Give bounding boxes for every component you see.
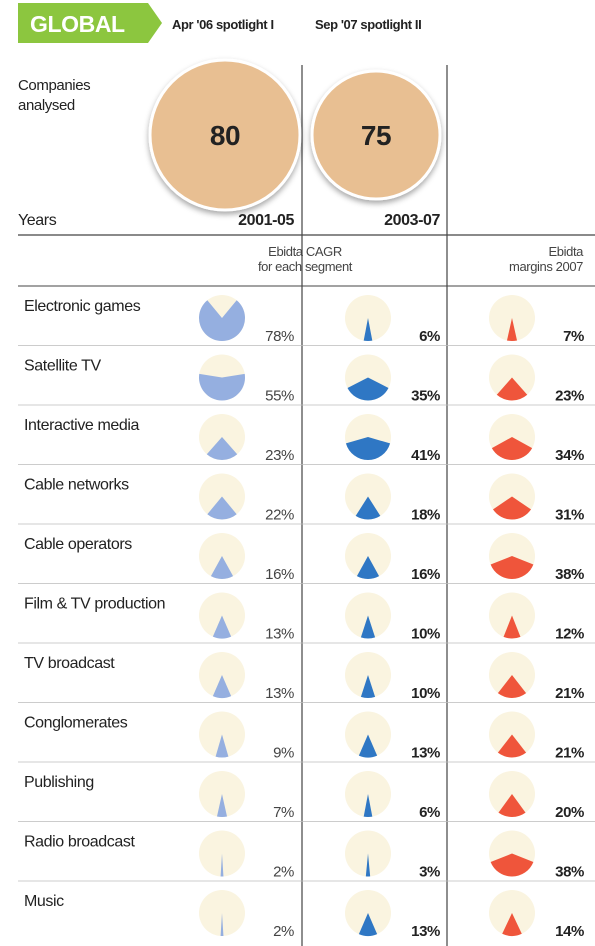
wedge xyxy=(358,913,378,936)
value-label: 13% xyxy=(411,745,440,762)
value-label: 22% xyxy=(265,507,294,524)
value-label: 7% xyxy=(273,804,294,821)
wedge xyxy=(497,734,527,758)
wedge xyxy=(492,496,532,520)
wedge xyxy=(215,734,229,758)
value-label: 38% xyxy=(555,864,584,881)
value-label: 23% xyxy=(555,388,584,405)
value-label: 12% xyxy=(555,626,584,643)
wedge xyxy=(220,913,224,937)
value-label: 14% xyxy=(555,923,584,940)
wedge xyxy=(503,615,521,639)
segment: Film & TV production xyxy=(24,596,165,613)
wedge xyxy=(490,556,534,580)
wedge xyxy=(207,496,237,520)
value-label: 21% xyxy=(555,685,584,702)
value-label: 2% xyxy=(273,864,294,881)
value-label: 10% xyxy=(411,626,440,643)
wedge xyxy=(206,437,238,461)
wedge xyxy=(506,318,518,341)
segment: Cable operators xyxy=(24,536,132,553)
value-label: 23% xyxy=(265,447,294,464)
value-label: 31% xyxy=(555,507,584,524)
wedge xyxy=(198,373,245,401)
value-label: 16% xyxy=(265,566,294,583)
value-label: 18% xyxy=(411,507,440,524)
badge-bg xyxy=(18,3,162,43)
column-head: Sep '07 spotlight II xyxy=(315,17,421,32)
years: 2003-07 xyxy=(384,212,440,229)
wedge xyxy=(358,734,378,758)
value-label: 3% xyxy=(419,864,440,881)
value-label: 13% xyxy=(411,923,440,940)
value-label: 13% xyxy=(265,685,294,702)
wedge xyxy=(491,437,533,460)
wedge xyxy=(360,675,376,699)
value-label: 16% xyxy=(411,566,440,583)
years: 2001-05 xyxy=(238,212,294,229)
value-label: 78% xyxy=(265,328,294,345)
wedge xyxy=(363,318,373,342)
wedge xyxy=(199,300,245,342)
section-head: Ebidta CAGR xyxy=(268,244,342,259)
segment: Electronic games xyxy=(24,298,141,315)
wedge xyxy=(360,615,376,639)
value-label: 38% xyxy=(555,566,584,583)
value-label: 10% xyxy=(411,685,440,702)
segment: Cable networks xyxy=(24,477,129,494)
value-label: 9% xyxy=(273,745,294,762)
wedge xyxy=(356,556,380,579)
wedge xyxy=(496,377,528,401)
wedge xyxy=(216,794,228,818)
wedge xyxy=(355,496,381,520)
section-head: for each segment xyxy=(258,259,353,274)
wedge xyxy=(220,853,224,877)
wedge xyxy=(210,556,234,579)
value-label: 13% xyxy=(265,626,294,643)
segment: Publishing xyxy=(24,774,94,791)
wedge xyxy=(502,913,522,936)
section-head: margins 2007 xyxy=(509,259,583,274)
value-label: 7% xyxy=(563,328,584,345)
value-label: 6% xyxy=(419,328,440,345)
company-count: 75 xyxy=(361,120,391,151)
column-head: Apr '06 spotlight I xyxy=(172,17,274,32)
wedge xyxy=(490,853,534,877)
segment: Radio broadcast xyxy=(24,834,135,851)
value-label: 41% xyxy=(411,447,440,464)
wedge xyxy=(212,675,232,698)
wedge xyxy=(347,377,389,401)
section-head: Ebidta xyxy=(549,244,585,259)
segment: Satellite TV xyxy=(24,358,101,375)
count-circle xyxy=(148,58,302,212)
wedge xyxy=(212,615,232,639)
value-label: 2% xyxy=(273,923,294,940)
wedge xyxy=(363,794,373,817)
value-label: 55% xyxy=(265,388,294,405)
wedge xyxy=(365,853,371,877)
badge: GLOBAL xyxy=(30,11,125,37)
segment: Conglomerates xyxy=(24,715,128,732)
companies-label: analysed xyxy=(18,97,75,114)
segment: Music xyxy=(24,893,64,910)
count-circle xyxy=(310,69,442,201)
value-label: 20% xyxy=(555,804,584,821)
companies-label: Companies xyxy=(18,77,90,94)
value-label: 6% xyxy=(419,804,440,821)
years-label: Years xyxy=(18,212,57,229)
value-label: 35% xyxy=(411,388,440,405)
value-label: 21% xyxy=(555,745,584,762)
wedge xyxy=(498,794,526,817)
wedge xyxy=(497,675,527,699)
segment: Interactive media xyxy=(24,417,140,434)
wedge xyxy=(345,437,391,461)
value-label: 34% xyxy=(555,447,584,464)
company-count: 80 xyxy=(210,120,240,151)
segment: TV broadcast xyxy=(24,655,115,672)
